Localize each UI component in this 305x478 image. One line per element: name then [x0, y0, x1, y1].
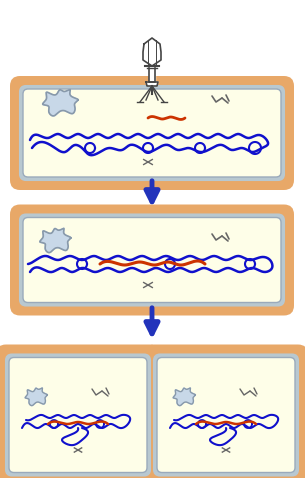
FancyBboxPatch shape [20, 215, 284, 305]
FancyBboxPatch shape [0, 345, 160, 478]
FancyBboxPatch shape [10, 205, 294, 315]
Polygon shape [43, 89, 78, 116]
Polygon shape [25, 388, 47, 406]
Polygon shape [40, 228, 71, 252]
FancyBboxPatch shape [20, 86, 284, 180]
Polygon shape [143, 38, 161, 66]
FancyBboxPatch shape [9, 358, 147, 472]
FancyBboxPatch shape [23, 217, 281, 303]
Polygon shape [146, 82, 158, 86]
FancyBboxPatch shape [144, 345, 305, 478]
FancyBboxPatch shape [23, 89, 281, 177]
Polygon shape [149, 68, 155, 82]
FancyBboxPatch shape [6, 355, 150, 476]
Polygon shape [173, 388, 195, 406]
FancyBboxPatch shape [10, 76, 294, 190]
FancyBboxPatch shape [157, 358, 295, 472]
FancyBboxPatch shape [154, 355, 298, 476]
